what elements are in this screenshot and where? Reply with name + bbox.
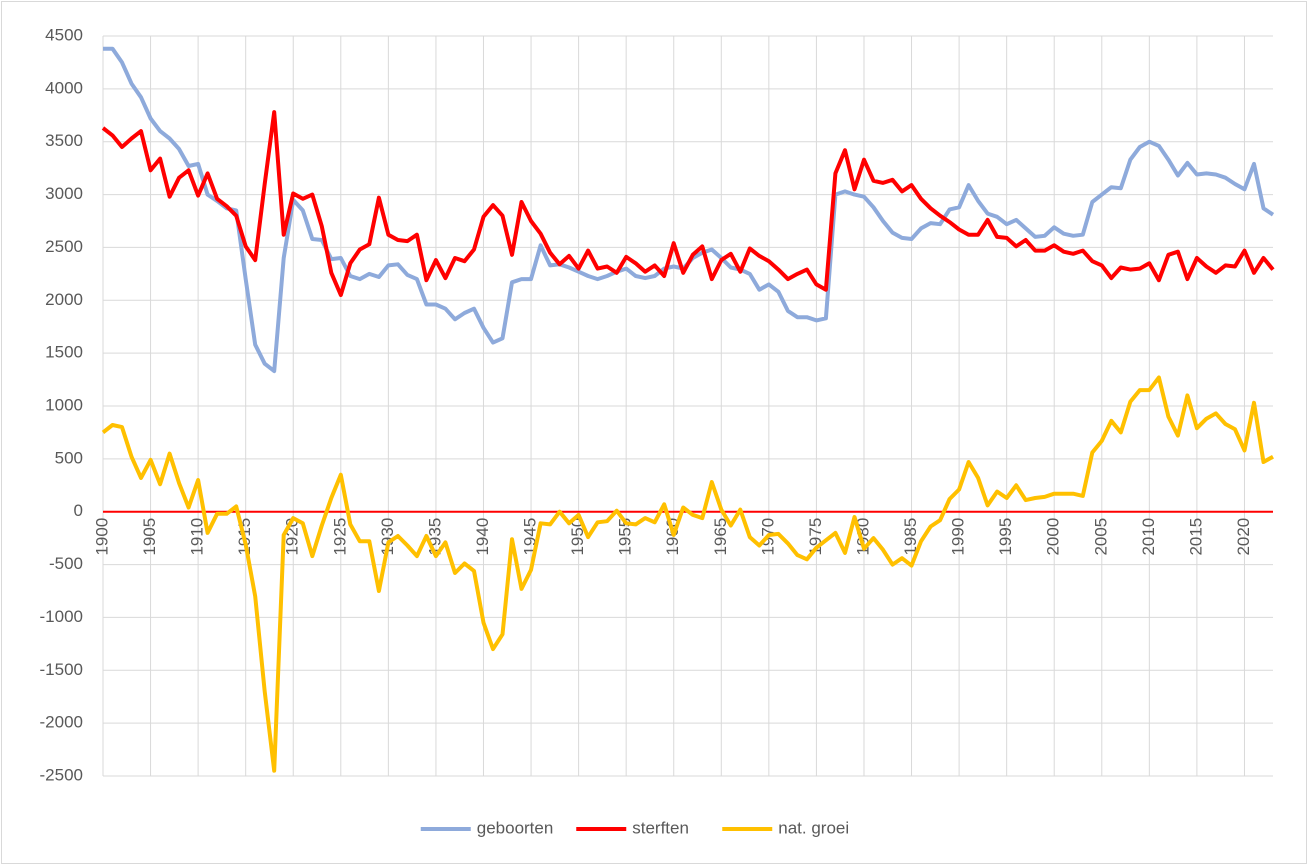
x-tick-label: 1985 [901, 518, 920, 556]
x-tick-label: 1910 [188, 518, 207, 556]
x-tick-label: 2010 [1139, 518, 1158, 556]
y-tick-label: -1500 [40, 660, 83, 679]
series-line [101, 375, 1274, 773]
y-tick-label: -2500 [40, 765, 83, 784]
legend-label: geboorten [477, 818, 554, 837]
x-tick-label: 2005 [1091, 518, 1110, 556]
x-tick-label: 2015 [1186, 518, 1205, 556]
x-tick-label: 1905 [140, 518, 159, 556]
y-tick-label: 0 [74, 501, 83, 520]
y-tick-label: 1500 [45, 343, 83, 362]
y-tick-label: 4500 [45, 25, 83, 44]
y-tick-label: 2000 [45, 290, 83, 309]
x-tick-label: 1940 [473, 518, 492, 556]
y-tick-label: 3000 [45, 184, 83, 203]
x-tick-label: 1965 [711, 518, 730, 556]
y-tick-label: 500 [55, 448, 83, 467]
x-tick-label: 1930 [378, 518, 397, 556]
x-tick-label: 2020 [1234, 518, 1253, 556]
x-tick-label: 1990 [949, 518, 968, 556]
x-tick-label: 1900 [92, 518, 111, 556]
y-tick-label: -500 [49, 554, 83, 573]
y-tick-label: 3500 [45, 131, 83, 150]
x-tick-label: 1925 [330, 518, 349, 556]
y-tick-label: -2000 [40, 713, 83, 732]
y-tick-label: 4000 [45, 78, 83, 97]
legend-label: sterften [632, 818, 689, 837]
y-tick-label: -1000 [40, 607, 83, 626]
y-tick-label: 1000 [45, 395, 83, 414]
legend-label: nat. groei [778, 818, 849, 837]
y-tick-label: 2500 [45, 237, 83, 256]
x-tick-label: 1955 [616, 518, 635, 556]
x-tick-label: 1995 [996, 518, 1015, 556]
x-tick-label: 2000 [1044, 518, 1063, 556]
series-line [101, 110, 1275, 297]
